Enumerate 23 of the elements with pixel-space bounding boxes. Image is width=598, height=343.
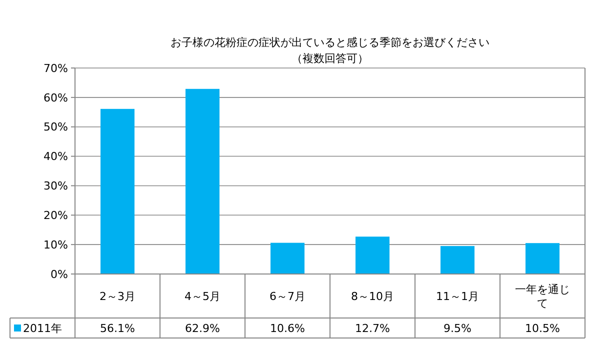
legend-label: 2011年 <box>23 322 62 335</box>
y-tick-label: 10% <box>44 238 68 252</box>
y-tick-label: 30% <box>44 180 68 193</box>
chart-subtitle: （複数回答可） <box>292 52 368 65</box>
y-tick-label: 50% <box>44 120 68 134</box>
data-label: 12.7% <box>355 322 390 335</box>
x-tick-label: 一年を通じて <box>515 282 570 310</box>
x-tick-label: 6～7月 <box>270 290 306 303</box>
y-tick-label: 40% <box>44 150 68 164</box>
data-label: 56.1% <box>100 322 135 335</box>
x-tick-label: 2～3月 <box>100 290 136 303</box>
y-tick-label: 60% <box>44 91 68 104</box>
x-tick-label: 4～5月 <box>184 290 220 303</box>
y-tick-label: 20% <box>44 208 68 222</box>
y-tick-label: 0% <box>50 268 68 281</box>
data-label: 9.5% <box>444 322 472 335</box>
data-label: 10.6% <box>270 322 305 335</box>
chart-title: お子様の花粉症の症状が出ていると感じる季節をお選びください <box>170 36 490 49</box>
data-label: 10.5% <box>525 322 560 335</box>
x-tick-label: 11～1月 <box>436 290 479 303</box>
data-label: 62.9% <box>185 322 220 335</box>
y-tick-label: 70% <box>44 62 68 75</box>
x-tick-label: 8～10月 <box>351 290 394 303</box>
